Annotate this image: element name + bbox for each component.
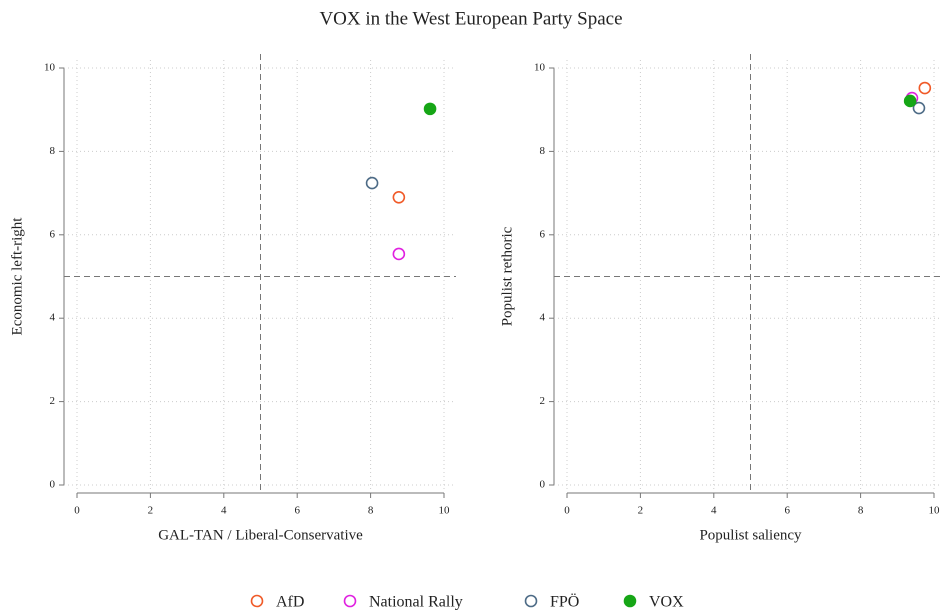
- legend-label: FPÖ: [550, 593, 579, 611]
- x-tick-label: 2: [148, 505, 154, 517]
- point: [392, 247, 406, 261]
- legend-marker: [343, 594, 357, 608]
- x-tick-label: 8: [858, 505, 864, 517]
- x-tick-label: 6: [294, 505, 300, 517]
- y-tick-label: 10: [534, 62, 546, 74]
- y-tick-label: 6: [540, 228, 546, 240]
- figure-title: VOX in the West European Party Space: [319, 8, 622, 29]
- point: [365, 176, 379, 190]
- y-tick-label: 0: [540, 479, 546, 491]
- y-tick-label: 2: [540, 395, 546, 407]
- y-tick-label: 2: [50, 395, 56, 407]
- legend-marker: [524, 594, 538, 608]
- y-tick-label: 4: [50, 312, 56, 324]
- x-tick-label: 6: [784, 505, 790, 517]
- x-tick-label: 10: [929, 505, 941, 517]
- y-axis-title: Economic left-right: [9, 217, 25, 336]
- x-tick-label: 0: [74, 505, 80, 517]
- legend-label: AfD: [276, 594, 304, 611]
- y-tick-label: 0: [50, 479, 56, 491]
- y-tick-label: 10: [44, 62, 56, 74]
- y-tick-label: 4: [540, 312, 546, 324]
- y-tick-label: 8: [540, 145, 546, 157]
- x-tick-label: 10: [439, 505, 451, 517]
- x-axis-title: GAL-TAN / Liberal-Conservative: [158, 527, 363, 543]
- point: [903, 94, 917, 108]
- x-tick-label: 4: [221, 505, 227, 517]
- legend-marker: [250, 594, 264, 608]
- point: [912, 101, 926, 115]
- point: [392, 190, 406, 204]
- y-axis-title: Populist rethoric: [499, 226, 515, 326]
- y-tick-label: 8: [50, 145, 56, 157]
- x-tick-label: 4: [711, 505, 717, 517]
- x-tick-label: 0: [564, 505, 570, 517]
- x-tick-label: 8: [368, 505, 374, 517]
- legend-label: VOX: [649, 594, 684, 611]
- x-tick-label: 2: [638, 505, 644, 517]
- x-axis-title: Populist saliency: [699, 527, 802, 543]
- point: [918, 81, 932, 95]
- legend-label: National Rally: [369, 594, 463, 611]
- point: [423, 102, 437, 116]
- y-tick-label: 6: [50, 228, 56, 240]
- legend-marker: [623, 594, 637, 608]
